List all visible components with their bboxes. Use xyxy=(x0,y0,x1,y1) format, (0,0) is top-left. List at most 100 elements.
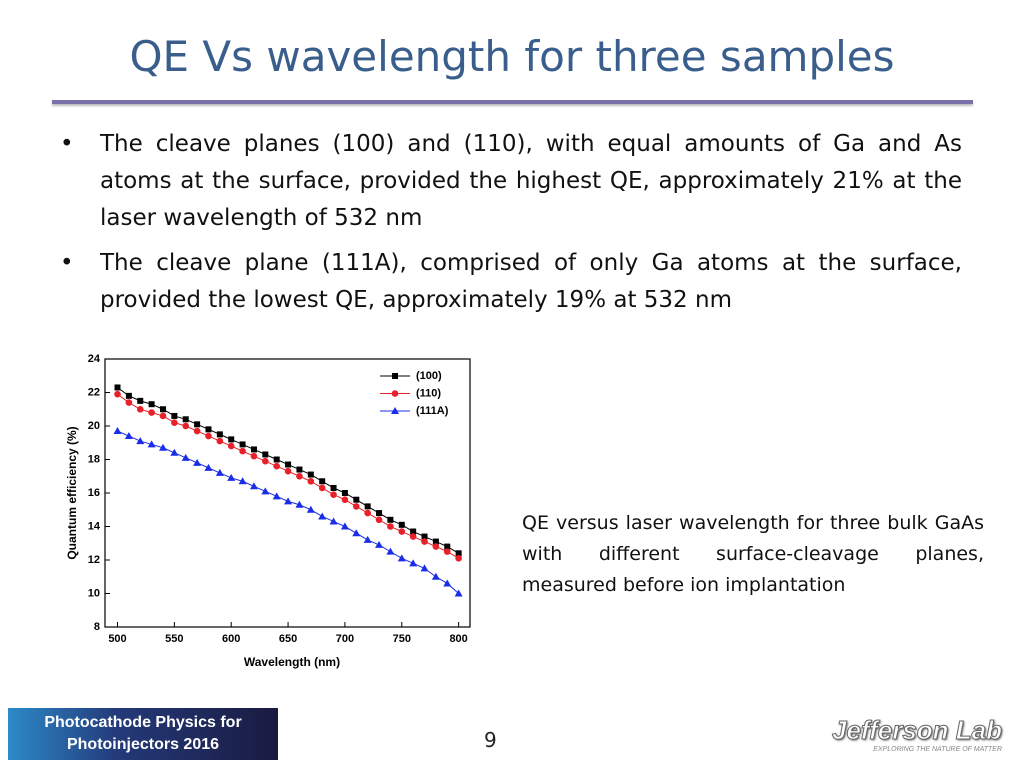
marker xyxy=(125,392,132,399)
marker xyxy=(114,390,121,398)
marker xyxy=(306,505,315,513)
y-tick-label: 24 xyxy=(88,353,101,365)
marker xyxy=(228,436,235,443)
marker xyxy=(432,543,440,550)
y-tick-label: 22 xyxy=(88,386,100,398)
marker xyxy=(216,431,223,438)
marker xyxy=(227,442,235,450)
marker xyxy=(239,447,246,455)
legend-marker xyxy=(391,407,399,414)
marker xyxy=(296,472,303,480)
banner-line: Photoinjectors 2016 xyxy=(66,736,220,753)
marker xyxy=(375,540,384,548)
marker xyxy=(249,482,258,490)
marker xyxy=(398,521,405,528)
marker xyxy=(238,477,247,485)
marker xyxy=(272,492,281,500)
logo: Jefferson Lab EXPLORING THE NATURE OF MA… xyxy=(832,715,1003,754)
marker xyxy=(137,397,144,404)
marker xyxy=(319,478,326,485)
y-tick-label: 12 xyxy=(88,554,100,566)
marker xyxy=(262,451,269,458)
marker xyxy=(329,517,338,525)
legend-marker xyxy=(391,390,399,397)
marker xyxy=(159,412,167,420)
x-tick-label: 800 xyxy=(449,633,467,645)
chart: Wavelength (nm) Quantum efficiency (%) 5… xyxy=(65,353,471,669)
marker xyxy=(455,555,462,562)
marker xyxy=(262,457,269,465)
marker xyxy=(318,512,327,520)
marker xyxy=(318,484,326,492)
marker xyxy=(432,538,439,545)
y-axis-title: Quantum efficiency (%) xyxy=(65,426,79,559)
marker xyxy=(182,422,190,430)
marker xyxy=(250,452,258,460)
marker xyxy=(444,543,451,550)
marker xyxy=(341,490,348,496)
marker xyxy=(295,500,304,508)
marker xyxy=(250,446,257,453)
marker xyxy=(421,538,428,545)
marker xyxy=(215,468,224,476)
marker xyxy=(239,441,246,448)
marker xyxy=(307,477,315,485)
logo-name: Jefferson Lab xyxy=(832,715,1003,746)
marker xyxy=(125,399,133,406)
marker xyxy=(194,421,201,428)
marker xyxy=(205,432,212,440)
marker xyxy=(443,548,451,555)
conference-banner: Photocathode Physics for Photoinjectors … xyxy=(8,708,278,760)
marker xyxy=(296,466,303,473)
marker xyxy=(364,503,371,510)
marker xyxy=(387,516,394,523)
legend-marker xyxy=(392,373,398,379)
marker xyxy=(124,432,133,440)
marker xyxy=(171,412,178,419)
x-tick-label: 750 xyxy=(393,633,411,645)
y-tick-label: 20 xyxy=(88,420,100,432)
marker xyxy=(409,559,418,567)
marker xyxy=(386,547,395,555)
marker xyxy=(284,467,292,475)
x-tick-label: 650 xyxy=(279,633,297,645)
marker xyxy=(410,528,417,535)
marker xyxy=(148,409,155,416)
marker xyxy=(273,462,280,470)
y-tick-label: 16 xyxy=(88,487,100,499)
y-tick-label: 8 xyxy=(94,621,100,633)
marker xyxy=(409,533,417,540)
marker xyxy=(171,419,178,426)
legend-label: (111A) xyxy=(416,405,449,417)
marker xyxy=(136,405,144,413)
marker xyxy=(330,484,337,491)
marker xyxy=(363,535,372,543)
marker xyxy=(443,579,452,587)
marker xyxy=(353,496,360,503)
series-line xyxy=(117,430,459,594)
slide-title: QE Vs wavelength for three samples xyxy=(129,32,895,81)
y-tick-label: 14 xyxy=(88,520,101,532)
marker xyxy=(193,427,201,435)
marker xyxy=(114,384,121,391)
bullet: The cleave plane (111A), comprised of on… xyxy=(60,245,962,314)
marker xyxy=(455,550,462,557)
bullet-list: The cleave planes (100) and (110), with … xyxy=(52,126,962,314)
marker xyxy=(352,529,361,537)
marker xyxy=(182,416,189,423)
marker xyxy=(113,427,122,435)
bullet: The cleave planes (100) and (110), with … xyxy=(60,126,962,237)
x-tick-label: 550 xyxy=(165,633,183,645)
marker xyxy=(159,406,166,413)
title-rule xyxy=(52,100,973,104)
marker xyxy=(158,443,167,451)
marker xyxy=(420,564,429,572)
page-number: 9 xyxy=(484,728,497,752)
marker xyxy=(216,437,224,445)
marker xyxy=(136,437,145,445)
legend-label: (100) xyxy=(416,370,442,382)
marker xyxy=(364,509,371,517)
marker xyxy=(397,554,406,562)
marker xyxy=(148,401,155,408)
